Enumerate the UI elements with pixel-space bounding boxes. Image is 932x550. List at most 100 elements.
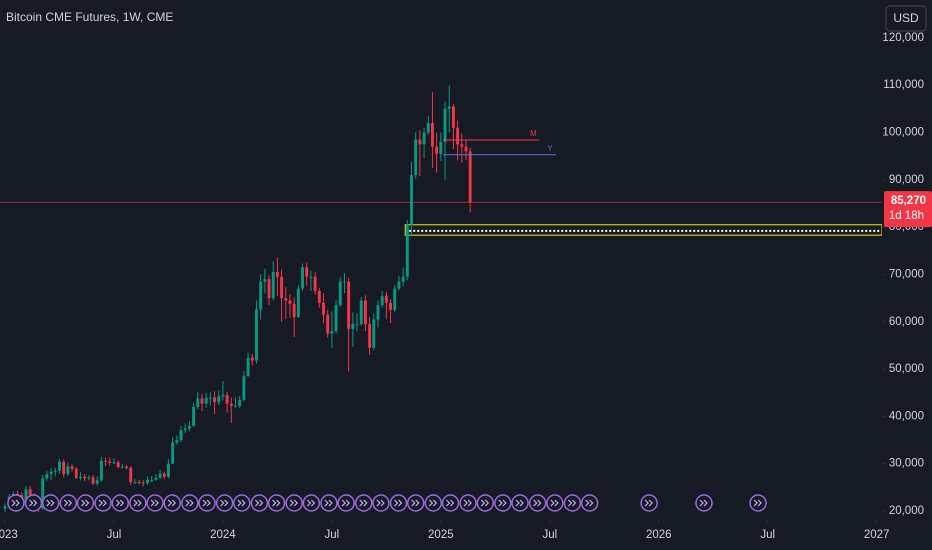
event-marker[interactable] [250, 494, 269, 512]
candle-body [49, 471, 53, 475]
event-marker[interactable] [695, 494, 713, 512]
chart-title: Bitcoin CME Futures, 1W, CME [6, 10, 173, 24]
candle-body [125, 466, 129, 468]
y-tick-label: 40,000 [889, 410, 924, 422]
event-marker[interactable] [233, 494, 251, 512]
event-circle [337, 494, 355, 512]
event-marker[interactable] [198, 494, 216, 512]
candle-body [137, 482, 141, 484]
event-icon [480, 499, 490, 507]
candle-body [460, 144, 464, 147]
candle-body [53, 470, 57, 472]
event-marker[interactable] [372, 494, 390, 512]
candle-body [108, 461, 112, 463]
event-marker[interactable] [267, 494, 286, 512]
x-tick-label: Jul [760, 529, 775, 541]
candle-body [41, 478, 45, 509]
event-marker[interactable] [511, 494, 529, 512]
event-marker[interactable] [459, 494, 477, 512]
price-tag-countdown: 1d 18h [889, 210, 924, 222]
event-circle [749, 494, 767, 512]
event-circle [494, 494, 512, 512]
event-marker[interactable] [389, 494, 408, 512]
support-zone [404, 224, 882, 236]
candle-body [284, 298, 288, 301]
candle-body [447, 106, 451, 109]
event-icon [306, 499, 316, 507]
x-tick-label: 2024 [210, 529, 236, 541]
event-marker[interactable] [406, 494, 425, 512]
candle-body [368, 324, 372, 348]
x-tick-label: 2026 [646, 529, 672, 541]
event-circle [24, 494, 43, 512]
candle-body [158, 473, 162, 478]
currency-button[interactable] [885, 5, 927, 32]
event-marker[interactable] [94, 494, 112, 512]
candle-body [288, 300, 292, 304]
event-marker[interactable] [24, 494, 43, 512]
event-marker[interactable] [302, 494, 321, 512]
candle-body [439, 141, 443, 154]
event-icon [376, 499, 385, 507]
event-circle [511, 494, 529, 512]
event-marker[interactable] [580, 494, 599, 512]
event-icon [133, 499, 142, 507]
event-marker[interactable] [640, 494, 658, 512]
event-circle [181, 494, 199, 512]
event-marker[interactable] [354, 494, 373, 512]
event-circle [250, 494, 269, 512]
event-marker[interactable] [749, 494, 767, 512]
event-marker[interactable] [476, 494, 495, 512]
event-marker[interactable] [441, 494, 460, 512]
candle-body [301, 267, 305, 289]
event-marker[interactable] [424, 494, 443, 512]
candle-body [372, 319, 376, 348]
event-circle [59, 494, 78, 512]
level-label: Y [547, 144, 553, 153]
candle-body [451, 106, 455, 128]
event-icon [753, 499, 762, 507]
event-marker[interactable] [146, 494, 164, 512]
event-icon [567, 499, 577, 507]
event-icon [394, 499, 403, 507]
event-marker[interactable] [546, 494, 564, 512]
event-marker[interactable] [163, 494, 181, 512]
event-marker[interactable] [181, 494, 199, 512]
candle-body [267, 279, 271, 299]
event-marker[interactable] [337, 494, 355, 512]
currency-label[interactable]: USD [893, 11, 919, 25]
event-icon [644, 499, 653, 507]
candle-body [242, 376, 246, 400]
event-circle [163, 494, 181, 512]
candle-body [401, 276, 405, 282]
event-marker[interactable] [285, 494, 303, 512]
candle-body [45, 474, 49, 479]
event-marker[interactable] [111, 494, 130, 512]
candle-body [213, 397, 217, 403]
event-marker[interactable] [215, 494, 234, 512]
event-marker[interactable] [7, 494, 25, 512]
x-tick-label: Jul [542, 529, 557, 541]
event-circle [580, 494, 599, 512]
event-marker[interactable] [59, 494, 78, 512]
event-marker[interactable] [76, 494, 95, 512]
event-marker[interactable] [41, 494, 60, 512]
candle-body [99, 460, 103, 481]
event-icon [699, 499, 708, 507]
event-icon [202, 499, 211, 507]
candle-body [363, 300, 367, 325]
candle-body [238, 399, 242, 406]
candle-body [405, 224, 409, 277]
event-marker[interactable] [129, 494, 147, 512]
event-circle [233, 494, 251, 512]
event-marker[interactable] [320, 494, 338, 512]
candle-body [296, 288, 300, 318]
candle-body [129, 467, 133, 483]
event-marker[interactable] [528, 494, 547, 512]
event-marker[interactable] [563, 494, 582, 512]
candle-body [418, 139, 422, 145]
candle-body [87, 477, 91, 479]
event-marker[interactable] [494, 494, 512, 512]
candle-body [246, 357, 250, 377]
